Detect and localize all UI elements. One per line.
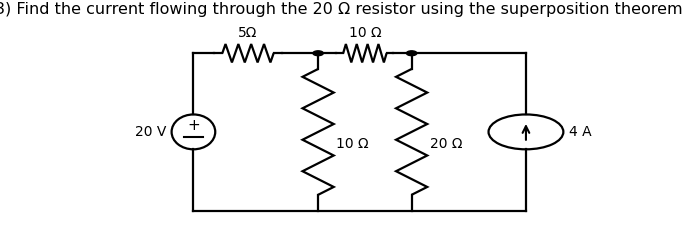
Text: 10 Ω: 10 Ω bbox=[336, 137, 369, 151]
Text: 20 V: 20 V bbox=[135, 125, 167, 139]
Text: 4 A: 4 A bbox=[568, 125, 591, 139]
Circle shape bbox=[406, 51, 417, 56]
Text: 20 Ω: 20 Ω bbox=[430, 137, 462, 151]
Text: +: + bbox=[187, 118, 200, 133]
Text: 10 Ω: 10 Ω bbox=[348, 26, 381, 40]
Text: 3) Find the current flowing through the 20 Ω resistor using the superposition th: 3) Find the current flowing through the … bbox=[0, 2, 683, 17]
Circle shape bbox=[313, 51, 323, 56]
Text: 5Ω: 5Ω bbox=[238, 26, 257, 40]
